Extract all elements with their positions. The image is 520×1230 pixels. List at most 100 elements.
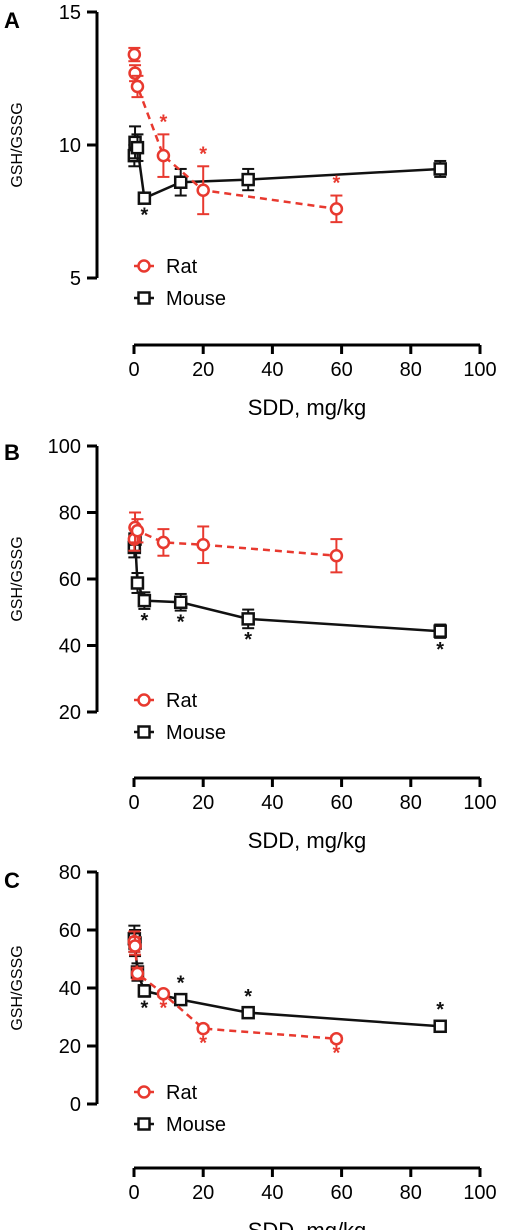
x-tick-label: 80 (400, 792, 422, 814)
x-tick-label: 20 (192, 359, 214, 381)
legend-label: Mouse (166, 288, 226, 310)
significance-asterisk: * (140, 610, 148, 632)
data-point (329, 202, 344, 216)
legend-marker (137, 725, 151, 739)
legend-marker (137, 693, 151, 707)
y-axis-label: GSH/GSSG (9, 536, 26, 621)
legend-item-mouse: Mouse (134, 722, 226, 744)
legend-label: Mouse (166, 1114, 226, 1136)
legend-item-rat: Rat (134, 1082, 198, 1104)
significance-asterisk: * (199, 1033, 207, 1055)
y-tick-label: 40 (59, 978, 81, 1000)
data-point (137, 984, 152, 998)
legend-item-mouse: Mouse (134, 288, 226, 310)
legend-item-rat: Rat (134, 690, 198, 712)
x-tick-label: 0 (128, 1182, 139, 1204)
data-point (241, 1005, 255, 1020)
data-point (173, 595, 188, 610)
x-tick-label: 0 (128, 359, 139, 381)
data-point (433, 624, 447, 638)
data-point (329, 1032, 344, 1046)
data-point (127, 47, 142, 62)
data-point (173, 992, 188, 1007)
series-rat: * * * (127, 46, 344, 224)
x-tick-label: 80 (400, 359, 422, 381)
y-tick-label: 15 (59, 2, 81, 24)
data-point (137, 593, 152, 608)
legend-item-mouse: Mouse (134, 1114, 226, 1136)
y-tick-label: 80 (59, 503, 81, 525)
x-tick-label: 20 (192, 1182, 214, 1204)
y-tick-label: 80 (59, 862, 81, 884)
y-tick-label: 60 (59, 920, 81, 942)
x-tick-label: 100 (463, 1182, 496, 1204)
data-point (173, 175, 188, 189)
y-tick-label: 40 (59, 636, 81, 658)
x-tick-label: 100 (463, 792, 496, 814)
data-point (433, 162, 447, 176)
legend-marker (137, 1085, 151, 1099)
series-rat: * * * (127, 930, 344, 1065)
significance-asterisk: * (177, 612, 185, 634)
x-tick-label: 40 (261, 1182, 283, 1204)
data-point (130, 524, 145, 538)
significance-asterisk: * (333, 173, 341, 195)
series-rat (127, 511, 344, 574)
significance-asterisk: * (160, 998, 168, 1020)
data-point (156, 535, 171, 550)
x-tick-label: 0 (128, 792, 139, 814)
y-tick-label: 5 (70, 268, 81, 290)
legend-label: Rat (166, 256, 198, 278)
y-tick-label: 60 (59, 569, 81, 591)
data-point (241, 172, 255, 187)
significance-asterisk: * (244, 986, 252, 1008)
data-point (156, 987, 171, 1001)
x-tick-label: 40 (261, 359, 283, 381)
x-axis-label: SDD, mg/kg (248, 395, 367, 420)
data-point (196, 183, 210, 197)
x-tick-label: 40 (261, 792, 283, 814)
significance-asterisk: * (333, 1043, 341, 1065)
x-axis-label: SDD, mg/kg (248, 828, 367, 853)
legend-marker (137, 259, 151, 273)
data-point (156, 148, 171, 163)
y-tick-label: 0 (70, 1094, 81, 1116)
legend-marker (137, 291, 151, 305)
panel-letter: C (4, 868, 20, 893)
data-point (128, 939, 142, 953)
legend-label: Mouse (166, 722, 226, 744)
data-point (196, 538, 210, 552)
panel-letter: A (4, 8, 20, 33)
legend-label: Rat (166, 690, 198, 712)
y-tick-label: 20 (59, 1036, 81, 1058)
x-tick-label: 60 (330, 792, 352, 814)
y-tick-label: 20 (59, 702, 81, 724)
legend-item-rat: Rat (134, 256, 198, 278)
legend-label: Rat (166, 1082, 198, 1104)
data-point (433, 1019, 447, 1034)
series-mouse: * (127, 125, 447, 227)
data-point (130, 576, 145, 590)
significance-asterisk: * (160, 111, 168, 133)
significance-asterisk: * (140, 998, 148, 1020)
data-point (196, 1021, 210, 1036)
x-axis-label: SDD, mg/kg (248, 1218, 367, 1230)
legend-marker (137, 1117, 151, 1131)
series-mouse: * * * * (127, 924, 447, 1034)
data-point (128, 66, 142, 80)
significance-asterisk: * (199, 143, 207, 165)
significance-asterisk: * (244, 629, 252, 651)
panel-C: C 0 20 40 60 80 GSH/GSSG 0 20 40 60 80 100 SDD, mg/kg… (4, 862, 497, 1230)
y-tick-label: 10 (59, 135, 81, 157)
panel-B: B 20 40 60 80 100 GSH/GSSG 0 20 40 60 80 100 SDD, mg/… (4, 436, 497, 853)
data-point (130, 79, 145, 94)
significance-asterisk: * (140, 205, 148, 227)
data-point (130, 140, 145, 155)
y-axis-label: GSH/GSSG (9, 945, 26, 1030)
data-point (241, 612, 255, 626)
x-tick-label: 100 (463, 359, 496, 381)
panel-letter: B (4, 440, 20, 465)
y-axis-label: GSH/GSSG (9, 102, 26, 187)
